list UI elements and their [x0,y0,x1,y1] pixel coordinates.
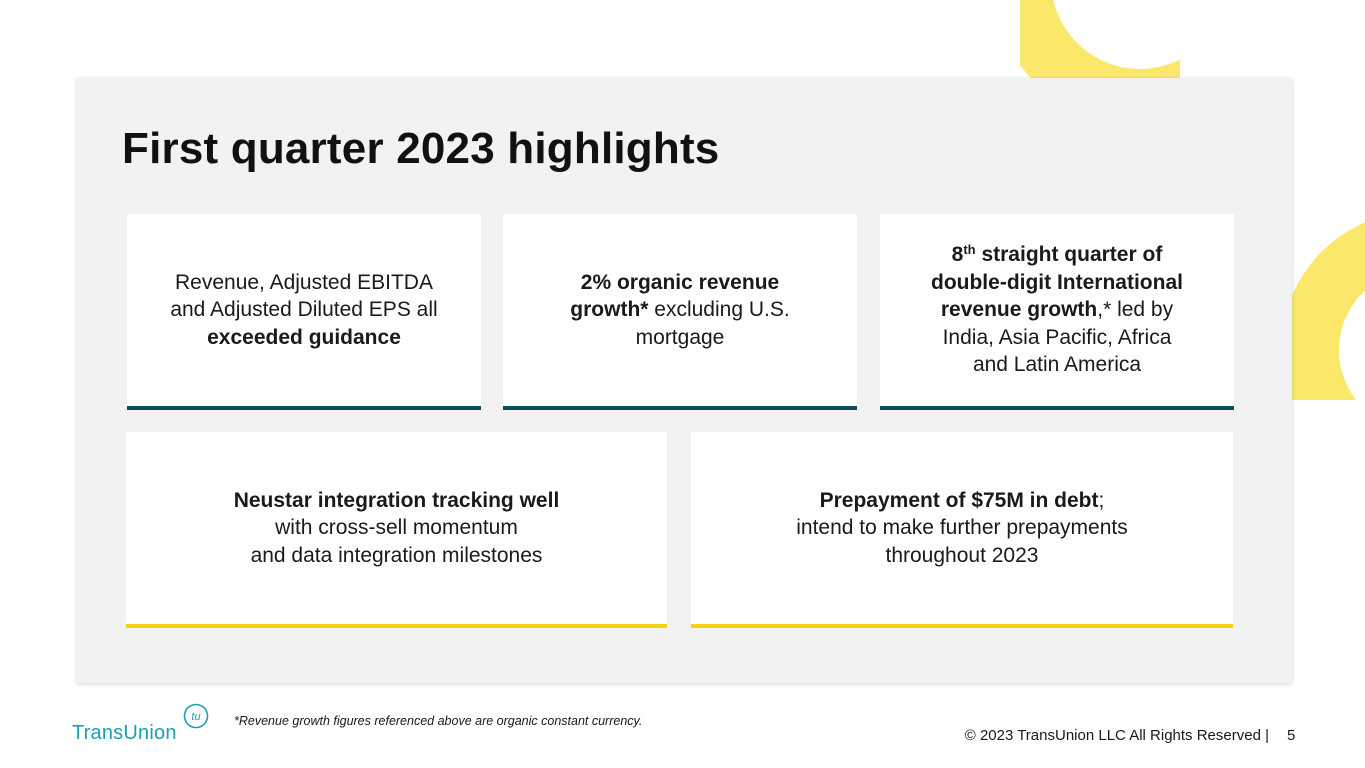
card-text-run: double-digit International [931,270,1183,294]
card-text-run: exceeded guidance [207,325,401,349]
card-text: Neustar integration tracking well with cr… [234,487,560,570]
decorative-yellow-arc-right [1290,200,1365,400]
page-number: 5 [1287,727,1296,744]
card-text-run: 8 [951,243,964,267]
slide-title: First quarter 2023 highlights [122,124,720,173]
card-text: Prepayment of $75M in debt; intend to mak… [796,487,1128,570]
logo-mark-text: tu [191,711,200,723]
card-text: Revenue, Adjusted EBITDA and Adjusted Dil… [170,269,437,352]
card-text-run: intend to make further prepayments [796,516,1128,540]
card-text-run: ; [1098,488,1105,512]
transunion-logo: TransUnion tu [72,702,212,746]
logo-text: TransUnion [72,722,177,744]
highlight-card-guidance: Revenue, Adjusted EBITDA and Adjusted Dil… [127,214,481,410]
card-text-run: with cross-sell momentum [275,516,518,540]
transunion-logo-icon: tu [183,703,209,729]
highlight-card-debt-prepayment: Prepayment of $75M in debt; intend to mak… [691,432,1233,628]
card-text: 2% organic revenue growth* excluding U.S.… [570,269,789,352]
highlight-card-organic-growth: 2% organic revenue growth* excluding U.S.… [503,214,857,410]
card-text-run: straight quarter of [975,243,1163,267]
card-text-run: Neustar integration tracking well [233,488,560,512]
card-text-run: 2% organic revenue [580,270,780,294]
card-text-run: throughout 2023 [885,543,1039,567]
card-text-run: mortgage [635,325,725,349]
card-text-run: th [963,242,976,258]
card-text: 8th straight quarter of double-digit Inte… [931,241,1183,379]
card-text-run: Prepayment of $75M in debt [819,488,1099,512]
card-text-run: excluding U.S. [648,298,790,322]
decorative-yellow-arc-top [1020,0,1180,80]
highlight-card-international: 8th straight quarter of double-digit Inte… [880,214,1234,410]
card-text-run: growth* [570,298,649,322]
card-text-run: and Adjusted Diluted EPS all [170,298,438,322]
card-text-run: revenue growth [940,298,1098,322]
footnote: *Revenue growth figures referenced above… [234,714,643,728]
card-text-run: and data integration milestones [250,543,543,567]
highlight-card-neustar: Neustar integration tracking well with cr… [126,432,667,628]
copyright-text: © 2023 TransUnion LLC All Rights Reserve… [964,727,1269,744]
card-text-run: India, Asia Pacific, Africa [942,325,1172,349]
card-text-run: ,* led by [1097,298,1174,322]
card-text-run: Revenue, Adjusted EBITDA [175,270,433,294]
card-text-run: and Latin America [972,353,1142,377]
